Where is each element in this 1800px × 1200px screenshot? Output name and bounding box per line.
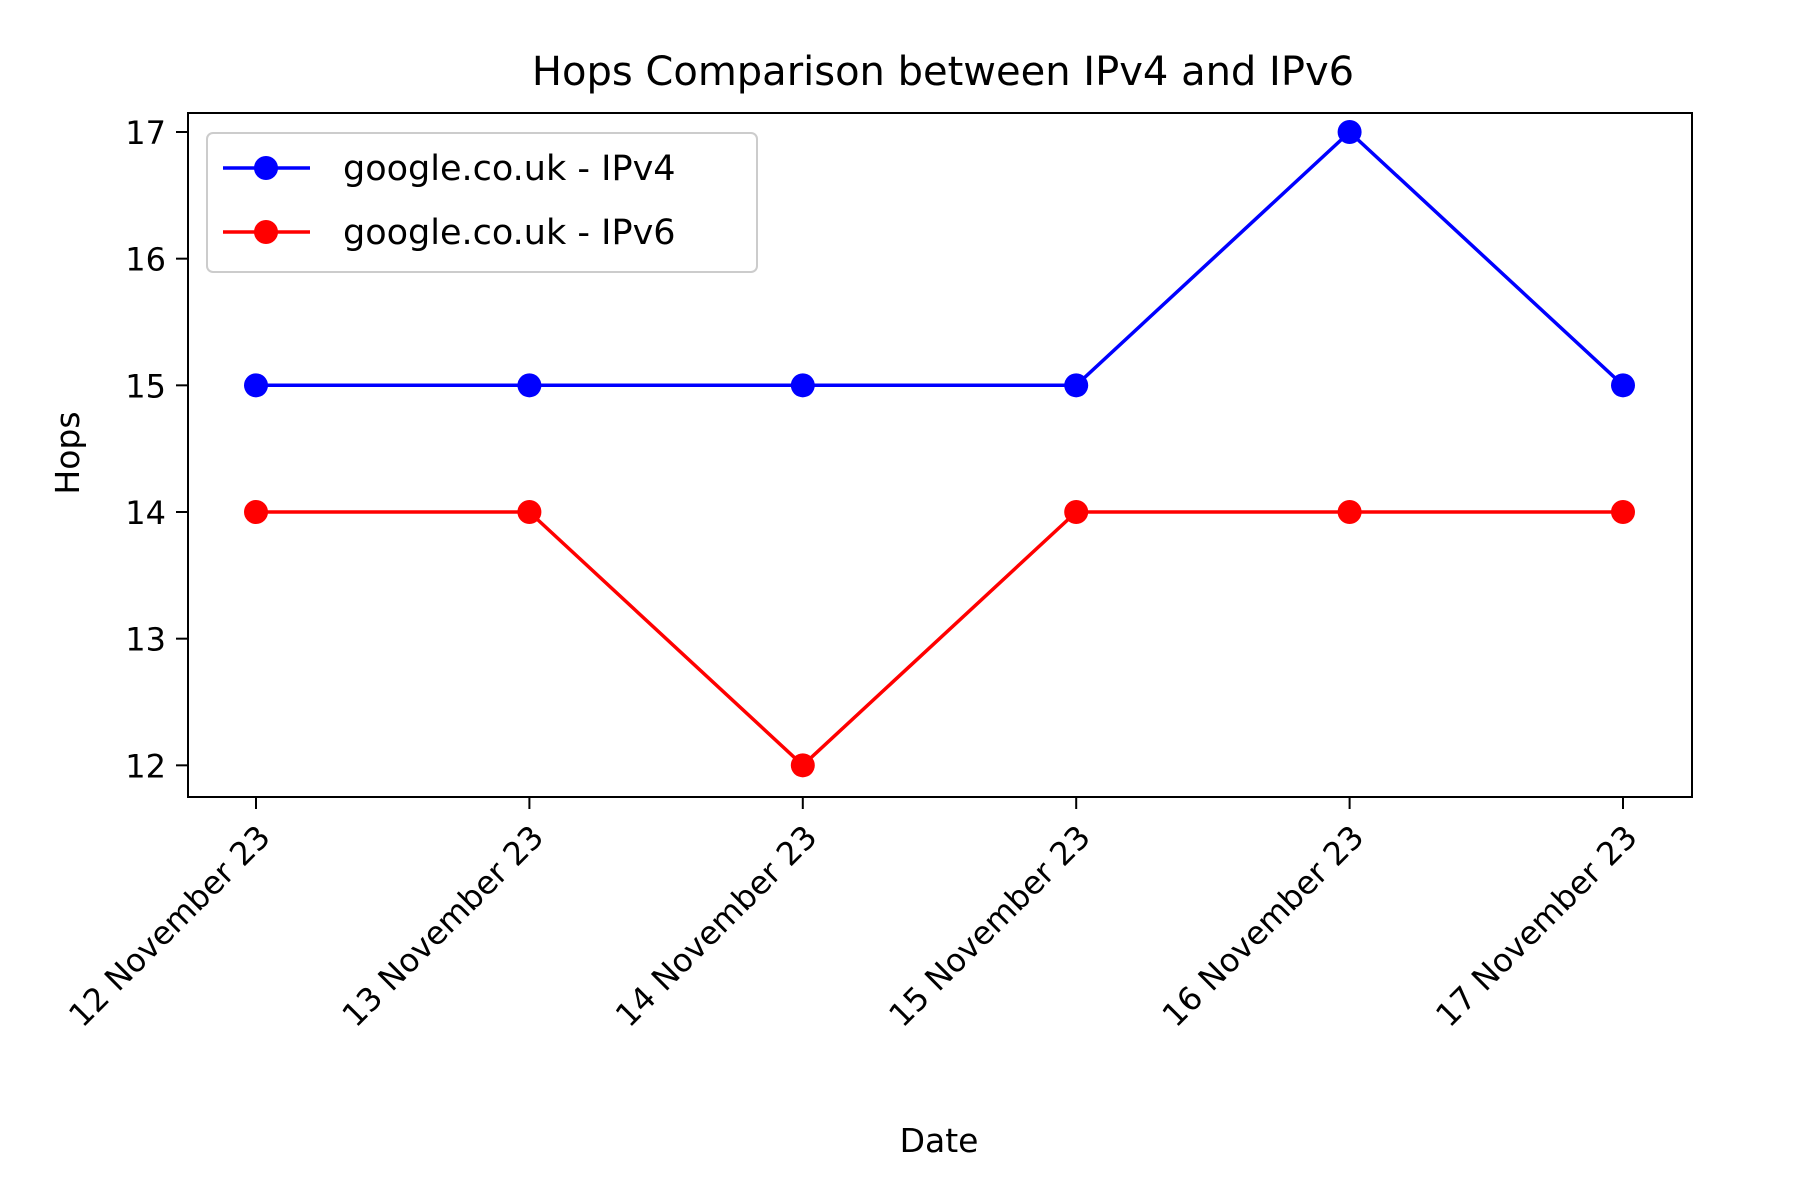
data-point-series-2-1 xyxy=(244,500,268,524)
data-point-series-2-3 xyxy=(790,753,815,778)
data-point-series-2-5 xyxy=(1337,500,1362,524)
legend-swatch-marker xyxy=(254,220,278,244)
series-line-2 xyxy=(256,510,1623,768)
data-point-series-1-1 xyxy=(244,373,268,398)
y-axis: 12 13 14 15 16 17 xyxy=(125,114,188,785)
plot-frame xyxy=(187,112,1693,798)
legend-label: google.co.uk - IPv6 xyxy=(343,213,676,253)
y-tick-label: 16 xyxy=(125,241,166,279)
x-tick-label: 12 November 23 xyxy=(61,818,278,1035)
x-tick-label: 13 November 23 xyxy=(335,818,552,1035)
legend-label: google.co.uk - IPv4 xyxy=(343,149,676,189)
x-tick-label: 17 November 23 xyxy=(1428,818,1645,1035)
y-tick-label: 13 xyxy=(125,621,166,659)
series-line-1 xyxy=(256,130,1625,388)
series-lines xyxy=(256,130,1625,768)
x-axis-label: Date xyxy=(900,1121,979,1160)
data-point-series-2-6 xyxy=(1611,500,1635,524)
data-point-series-2-2 xyxy=(517,500,542,524)
y-tick-label: 15 xyxy=(125,367,166,405)
legend-box xyxy=(206,132,758,273)
data-point-series-1-3 xyxy=(790,373,815,398)
y-tick-label: 14 xyxy=(125,494,166,532)
data-point-series-1-5 xyxy=(1337,120,1362,144)
data-point-series-1-2 xyxy=(517,373,542,398)
data-point-series-2-4 xyxy=(1064,500,1089,524)
x-axis: 12 November 23 13 November 23 14 November … xyxy=(61,797,1645,1034)
legend: google.co.uk - IPv4 google.co.uk - IPv6 xyxy=(206,132,758,273)
chart-title: Hops Comparison between IPv4 and IPv6 xyxy=(532,49,1354,95)
data-point-series-1-6 xyxy=(1611,373,1635,398)
x-tick-label: 15 November 23 xyxy=(881,818,1098,1035)
y-tick-label: 17 xyxy=(125,114,166,152)
y-tick-label: 12 xyxy=(125,747,166,785)
x-tick-label: 16 November 23 xyxy=(1155,818,1372,1035)
legend-swatch-marker xyxy=(254,156,278,180)
x-tick-label: 14 November 23 xyxy=(608,818,825,1035)
data-point-series-1-4 xyxy=(1064,373,1089,398)
y-axis-label: Hops xyxy=(48,411,87,494)
series-markers xyxy=(244,120,1635,778)
plot-area xyxy=(187,112,1693,798)
